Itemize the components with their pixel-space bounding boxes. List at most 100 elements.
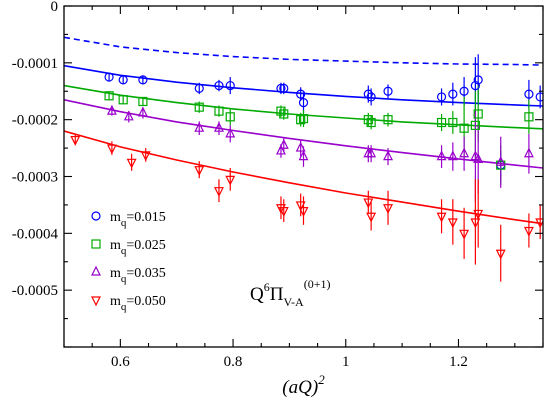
data-point-series-3	[137, 106, 148, 117]
y-tick-label: 0	[51, 0, 59, 15]
data-point-series-4	[523, 226, 534, 237]
y-tick-label: -0.0002	[12, 113, 58, 129]
data-point-series-2	[279, 109, 289, 119]
x-tick-label: 1	[342, 354, 350, 370]
legend-marker-series-4	[91, 296, 101, 307]
legend-marker-series-1	[91, 211, 101, 221]
data-point-series-1	[366, 92, 376, 102]
data-point-series-1	[225, 80, 235, 91]
data-point-series-1	[473, 75, 483, 85]
data-point-series-4	[278, 207, 289, 217]
data-point-series-3	[106, 104, 117, 115]
data-point-series-4	[295, 201, 306, 212]
data-point-series-3	[459, 147, 470, 158]
data-point-series-4	[298, 207, 309, 217]
data-point-series-1	[383, 86, 393, 96]
legend-label-series-4: mq=0.050	[110, 294, 166, 313]
legend-label-series-1: mq=0.015	[110, 210, 166, 229]
annotation-pi: Π	[270, 284, 284, 305]
data-point-series-1	[459, 86, 469, 96]
data-point-series-2	[225, 112, 235, 122]
data-point-series-4	[535, 218, 543, 229]
data-point-series-3	[366, 147, 377, 158]
data-point-series-3	[225, 127, 236, 138]
legend-label-series-2: mq=0.025	[110, 238, 166, 257]
fit-line-2	[64, 84, 543, 130]
data-point-series-2	[524, 112, 534, 122]
legend-marker-series-3	[91, 265, 101, 276]
fit-line-5	[64, 36, 543, 66]
annotation-sub-va: V-A	[283, 295, 304, 309]
data-point-series-4	[106, 144, 117, 155]
data-point-series-2	[366, 117, 376, 128]
data-point-series-4	[194, 166, 205, 177]
data-point-series-3	[447, 150, 458, 161]
data-point-series-4	[140, 151, 151, 162]
legend-label-series-3: mq=0.035	[110, 266, 166, 285]
data-point-series-4	[275, 204, 286, 215]
annotation-q: Q	[250, 284, 264, 305]
x-tick-label: 0.6	[111, 354, 130, 370]
data-point-series-2	[276, 106, 286, 116]
data-point-series-1	[276, 83, 286, 94]
data-point-series-1	[535, 92, 543, 102]
data-point-series-2	[214, 106, 224, 116]
data-point-series-3	[278, 138, 289, 149]
data-point-series-2	[118, 95, 128, 105]
data-point-series-1	[296, 89, 306, 99]
annotation-sup-01: (0+1)	[304, 277, 331, 291]
y-tick-label: -0.0004	[12, 226, 59, 242]
data-point-series-4	[213, 187, 224, 198]
x-axis-title: (aQ)2	[282, 372, 325, 398]
data-point-series-1	[448, 89, 458, 99]
data-point-series-2	[459, 123, 469, 133]
data-point-series-2	[383, 115, 393, 125]
fit-line-3	[64, 99, 543, 169]
data-point-series-2	[194, 102, 204, 112]
legend-marker-series-2	[91, 239, 101, 249]
data-point-series-1	[118, 75, 128, 85]
data-point-series-2	[138, 96, 148, 107]
data-point-series-2	[298, 113, 309, 124]
x-axis-title-base: (aQ)	[282, 377, 318, 398]
data-point-series-1	[363, 89, 373, 99]
data-point-series-4	[126, 158, 137, 169]
data-point-series-1	[138, 75, 148, 85]
data-point-series-4	[495, 249, 506, 260]
data-point-series-3	[295, 141, 306, 152]
data-point-series-1	[214, 80, 224, 91]
data-point-series-1	[279, 83, 289, 94]
data-point-series-2	[296, 115, 306, 125]
data-point-series-2	[448, 117, 458, 128]
data-point-series-2	[473, 109, 483, 119]
data-point-series-4	[383, 204, 394, 215]
data-point-series-2	[104, 91, 114, 101]
data-point-series-4	[70, 135, 81, 146]
data-point-series-1	[524, 89, 534, 99]
data-point-series-4	[447, 218, 458, 229]
data-point-series-1	[298, 98, 309, 108]
data-point-series-4	[436, 212, 447, 223]
data-point-series-3	[275, 144, 286, 155]
fit-lines	[64, 36, 543, 225]
data-point-series-3	[194, 121, 205, 132]
data-points	[70, 72, 543, 260]
x-axis-title-superscript: 2	[318, 372, 325, 387]
data-point-series-3	[383, 150, 394, 161]
data-point-series-4	[459, 229, 470, 240]
annotation-sup-6: 6	[264, 280, 270, 294]
data-point-series-2	[436, 117, 447, 128]
data-point-series-1	[194, 83, 204, 94]
data-point-series-3	[523, 147, 534, 158]
data-point-series-4	[470, 218, 481, 229]
legend: mq=0.015 mq=0.025 mq=0.035 mq=0.050	[91, 210, 166, 313]
data-point-series-1	[104, 72, 114, 82]
y-tick-label: -0.0003	[12, 170, 58, 186]
data-point-series-1	[470, 80, 480, 91]
data-point-series-4	[363, 198, 374, 209]
data-point-series-3	[123, 110, 134, 121]
data-point-series-3	[495, 155, 506, 166]
data-point-series-2	[470, 120, 480, 130]
x-tick-label: 1.2	[449, 354, 468, 370]
